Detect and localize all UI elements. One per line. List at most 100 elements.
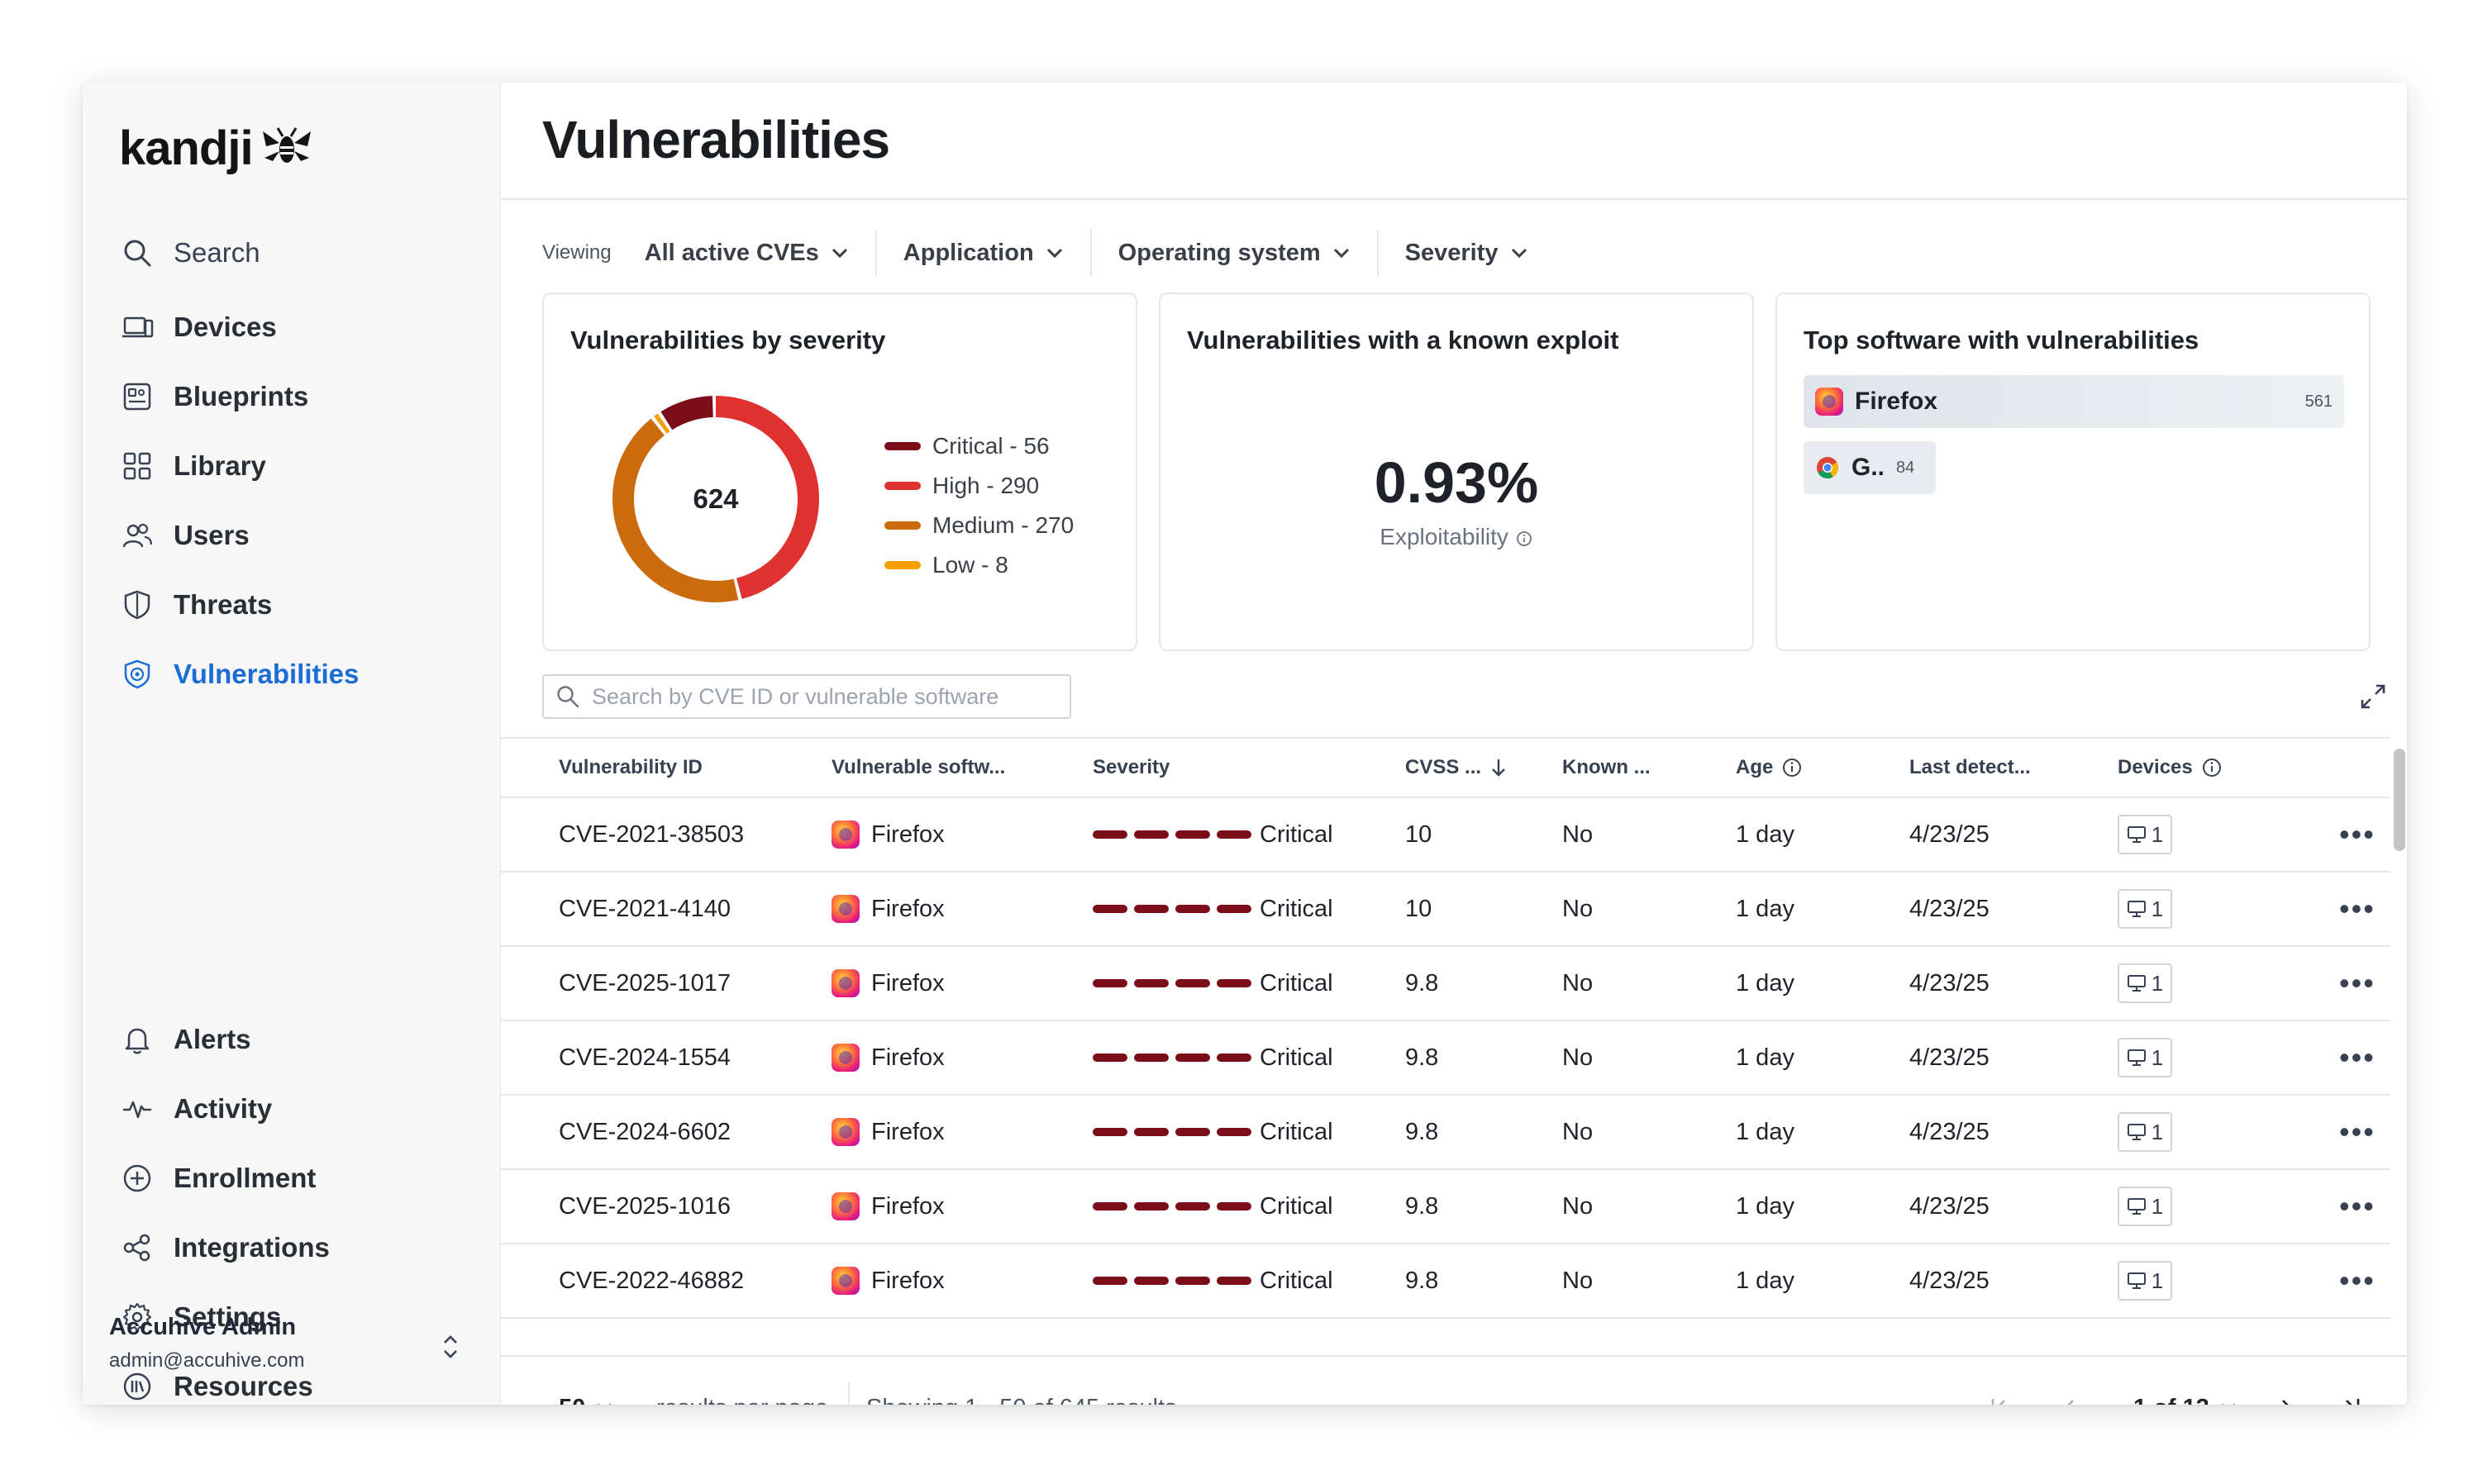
divider: [848, 1382, 850, 1405]
more-options-icon[interactable]: •••: [2339, 1040, 2376, 1074]
cvss-score: 9.8: [1405, 1267, 1439, 1294]
legend-item-low: Low - 8: [884, 545, 1074, 585]
column-header-devices[interactable]: Devices: [2118, 739, 2223, 797]
page-select[interactable]: 1 of 13: [2133, 1357, 2237, 1405]
vulnerability-id[interactable]: CVE-2025-1016: [559, 1192, 731, 1220]
devices-cell: 1: [2118, 798, 2172, 871]
sidebar-item-resources[interactable]: Resources: [119, 1362, 313, 1405]
more-options-icon[interactable]: •••: [2339, 966, 2376, 1000]
column-header-software[interactable]: Vulnerable softw...: [832, 739, 1005, 797]
cve-search: [542, 674, 1071, 719]
devices-chip[interactable]: 1: [2118, 1112, 2172, 1152]
sidebar-item-vulnerabilities[interactable]: Vulnerabilities: [119, 649, 359, 699]
vulnerability-id[interactable]: CVE-2022-46882: [559, 1267, 745, 1294]
last-page-button[interactable]: [2329, 1357, 2362, 1405]
software-name: Firefox: [871, 820, 945, 848]
sidebar-item-library[interactable]: Library: [119, 441, 266, 491]
severity-label: Critical: [1260, 1118, 1333, 1145]
devices-cell: 1: [2118, 1021, 2172, 1094]
severity-bar: [1175, 1277, 1210, 1285]
top-software-bar-chrome[interactable]: G.. 84: [1804, 441, 1936, 494]
table-row[interactable]: CVE-2025-1016 Firefox Critical 9.8 No 1 day 4/…: [501, 1170, 2390, 1244]
column-header-last-detected[interactable]: Last detect...: [1909, 739, 2031, 797]
first-page-button[interactable]: [1989, 1357, 2022, 1405]
table-row[interactable]: CVE-2024-1554 Firefox Critical 9.8 No 1 day 4/…: [501, 1021, 2390, 1096]
software-name: Firefox: [871, 1192, 945, 1220]
severity-bar: [1175, 979, 1210, 987]
vulnerability-id[interactable]: CVE-2021-38503: [559, 820, 745, 848]
sidebar-item-enrollment[interactable]: Enrollment: [119, 1153, 316, 1203]
sidebar-item-alerts[interactable]: Alerts: [119, 1015, 251, 1064]
table-row[interactable]: CVE-2025-1017 Firefox Critical 9.8 No 1 day 4/…: [501, 947, 2390, 1021]
sidebar-item-devices[interactable]: Devices: [119, 302, 277, 352]
sidebar-item-activity[interactable]: Activity: [119, 1084, 272, 1134]
row-actions: •••: [2339, 1244, 2376, 1317]
filter-all-active-cves[interactable]: All active CVEs: [645, 230, 877, 276]
sidebar-item-users[interactable]: Users: [119, 511, 250, 560]
table-row[interactable]: CVE-2021-38503 Firefox Critical 10 No 1 day 4/…: [501, 798, 2390, 873]
sidebar-item-settings[interactable]: Settings: [119, 1292, 281, 1342]
filter-severity[interactable]: Severity: [1379, 230, 1555, 276]
expand-button[interactable]: [2352, 676, 2394, 717]
table-row[interactable]: CVE-2024-6602 Firefox Critical 9.8 No 1 day 4/…: [501, 1096, 2390, 1170]
more-options-icon[interactable]: •••: [2339, 1189, 2376, 1223]
cve-search-input[interactable]: [590, 683, 1058, 711]
vulnerability-id[interactable]: CVE-2024-1554: [559, 1044, 731, 1071]
previous-page-button[interactable]: [2061, 1357, 2091, 1405]
table-body: CVE-2021-38503 Firefox Critical 10 No 1 day 4/…: [501, 798, 2390, 1319]
first-page-icon: [1991, 1399, 2005, 1405]
table-row[interactable]: CVE-2022-46882 Firefox Critical 9.8 No 1 day 4…: [501, 1244, 2390, 1319]
filter-operating-system[interactable]: Operating system: [1092, 230, 1379, 276]
user-account[interactable]: Accuhive Admin admin@accuhive.com: [109, 1314, 304, 1372]
vulnerability-id[interactable]: CVE-2021-4140: [559, 895, 731, 922]
severity-bar: [1134, 1128, 1169, 1136]
exploit-percentage: 0.93%: [1374, 450, 1539, 515]
devices-chip[interactable]: 1: [2118, 815, 2172, 854]
donut-slice-medium[interactable]: [612, 396, 819, 602]
info-icon[interactable]: [1781, 757, 1803, 778]
more-options-icon[interactable]: •••: [2339, 1263, 2376, 1297]
sidebar-search[interactable]: Search: [119, 228, 260, 278]
column-header-cvss[interactable]: CVSS ...: [1405, 739, 1508, 797]
more-options-icon[interactable]: •••: [2339, 817, 2376, 851]
column-header-vulnerability-id[interactable]: Vulnerability ID: [559, 739, 703, 797]
column-label: Vulnerable softw...: [832, 756, 1006, 778]
divider: [501, 198, 2407, 200]
sidebar-item-integrations[interactable]: Integrations: [119, 1223, 330, 1272]
chevron-up-down-icon[interactable]: [438, 1330, 463, 1363]
viewing-label: Viewing: [542, 241, 612, 264]
devices-chip[interactable]: 1: [2118, 1261, 2172, 1301]
next-page-button[interactable]: [2265, 1357, 2295, 1405]
sidebar-item-label: Activity: [174, 1093, 273, 1124]
table-row[interactable]: CVE-2021-4140 Firefox Critical 10 No 1 day 4/2…: [501, 873, 2390, 947]
more-options-icon[interactable]: •••: [2339, 892, 2376, 925]
filter-application[interactable]: Application: [877, 230, 1092, 276]
known-exploit: No: [1562, 1044, 1594, 1071]
donut-slice-high[interactable]: [612, 396, 819, 602]
devices-chip[interactable]: 1: [2118, 1038, 2172, 1077]
severity-bar: [1175, 1128, 1210, 1136]
per-page-select[interactable]: 50: [559, 1357, 613, 1405]
kandji-logo[interactable]: kandji: [119, 121, 314, 176]
column-header-severity[interactable]: Severity: [1093, 739, 1170, 797]
devices-chip[interactable]: 1: [2118, 1187, 2172, 1226]
column-header-known-exploit[interactable]: Known ...: [1562, 739, 1651, 797]
severity-bar: [1093, 979, 1127, 987]
info-icon[interactable]: [1515, 530, 1533, 548]
column-header-age[interactable]: Age: [1736, 739, 1803, 797]
devices-chip[interactable]: 1: [2118, 889, 2172, 929]
sidebar-item-blueprints[interactable]: Blueprints: [119, 372, 308, 421]
software-count: 84: [1896, 458, 1915, 477]
top-software-bar-firefox[interactable]: Firefox 561: [1804, 375, 2344, 428]
vulnerability-id[interactable]: CVE-2025-1017: [559, 969, 731, 996]
sidebar-item-threats[interactable]: Threats: [119, 580, 272, 630]
table-scrollbar[interactable]: [2394, 749, 2405, 851]
severity-card: Vulnerabilities by severity 624 Critical…: [542, 293, 1137, 651]
vulnerability-id[interactable]: CVE-2024-6602: [559, 1118, 731, 1145]
device-count: 1: [2151, 1044, 2164, 1070]
devices-chip[interactable]: 1: [2118, 963, 2172, 1003]
more-options-icon[interactable]: •••: [2339, 1115, 2376, 1149]
info-icon[interactable]: [2201, 757, 2223, 778]
firefox-icon: [832, 1192, 860, 1220]
top-software-card: Top software with vulnerabilities Firefo…: [1775, 293, 2371, 651]
